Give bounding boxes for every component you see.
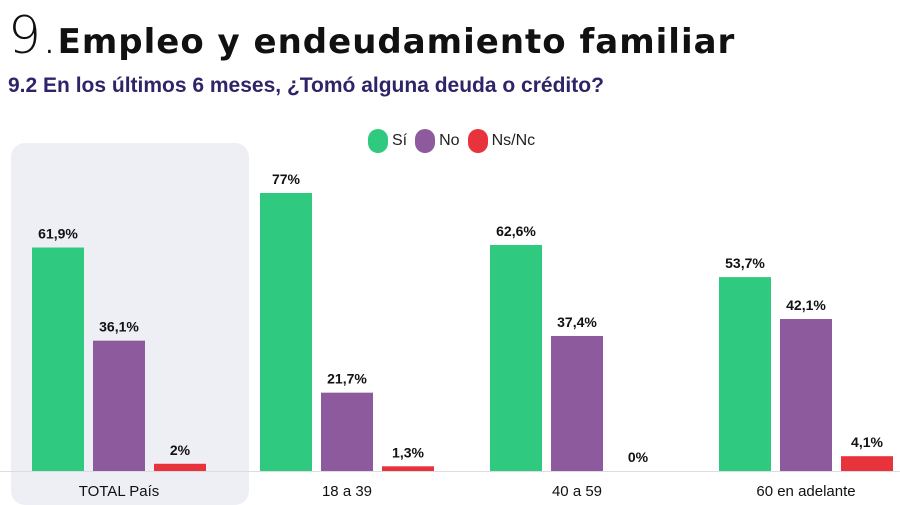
legend-label: Sí: [392, 132, 408, 149]
data-label: 1,3%: [392, 444, 424, 460]
legend-label: No: [439, 132, 460, 149]
data-label: 36,1%: [99, 319, 139, 335]
chart-legend: Sí No Ns/Nc: [368, 128, 543, 154]
bar-nsnc-1: [382, 466, 434, 471]
data-label: 77%: [272, 171, 301, 187]
data-label: 21,7%: [327, 371, 367, 387]
legend-item-si: Sí: [368, 129, 407, 153]
data-label: 37,4%: [557, 314, 597, 330]
bar-s-1: [260, 193, 312, 471]
bar-nsnc-3: [841, 456, 893, 471]
data-label: 4,1%: [851, 434, 883, 450]
data-label: 61,9%: [38, 226, 78, 242]
legend-label: Ns/Nc: [491, 132, 536, 149]
data-label: 62,6%: [496, 223, 536, 239]
data-label: 42,1%: [786, 297, 826, 313]
legend-item-nsnc: Ns/Nc: [467, 129, 536, 153]
bar-s-0: [32, 247, 84, 471]
bar-no-0: [93, 340, 145, 471]
red-pill-icon: [467, 129, 488, 153]
bar-s-3: [719, 277, 771, 471]
section-title: Empleo y endeudamiento familiar: [57, 22, 736, 62]
category-label: 60 en adelante: [756, 483, 855, 500]
category-label: 18 a 39: [322, 483, 372, 500]
legend-item-no: No: [415, 129, 460, 153]
purple-pill-icon: [415, 129, 436, 153]
header: 9.Empleo y endeudamiento familiar: [8, 6, 735, 66]
green-pill-icon: [368, 129, 388, 153]
question-title: 9.2 En los últimos 6 meses, ¿Tomó alguna…: [8, 74, 604, 97]
category-label: TOTAL País: [79, 483, 160, 500]
bar-no-3: [780, 319, 832, 471]
data-label: 2%: [170, 442, 191, 458]
bar-no-2: [551, 335, 603, 471]
bar-no-1: [321, 392, 373, 471]
section-number: 9.: [8, 6, 58, 66]
bar-nsnc-0: [154, 463, 206, 471]
category-label: 40 a 59: [552, 483, 602, 500]
data-label: 53,7%: [725, 255, 765, 271]
bar-s-2: [490, 244, 542, 471]
data-label: 0%: [628, 449, 649, 465]
